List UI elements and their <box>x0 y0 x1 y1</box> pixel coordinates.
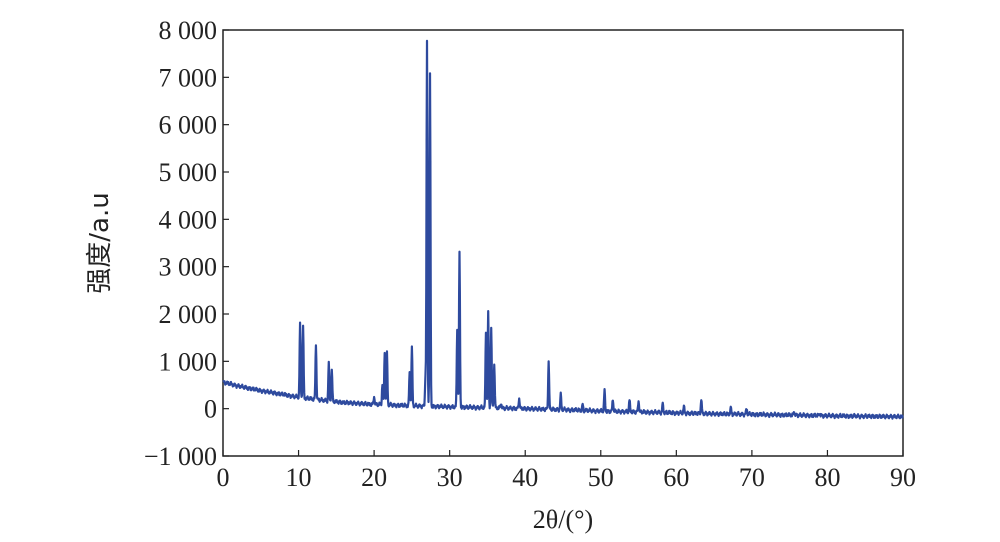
x-tick-labels: 0 10 20 30 40 50 60 70 80 90 <box>217 463 917 492</box>
y-tick-label: 1 000 <box>159 347 218 376</box>
y-tick-label: 6 000 <box>159 111 218 140</box>
x-tick-label: 40 <box>512 463 538 492</box>
y-axis-label: 强度/a.u <box>85 192 115 293</box>
y-tick-label: 5 000 <box>159 158 218 187</box>
y-tick-label: 8 000 <box>159 16 218 45</box>
x-tick-label: 50 <box>588 463 614 492</box>
x-tick-label: 80 <box>814 463 840 492</box>
y-tick-label: 0 <box>204 395 217 424</box>
y-tick-labels: −1 000 0 1 000 2 000 3 000 4 000 5 000 6 000 7 0… <box>144 16 217 471</box>
x-tick-label: 90 <box>890 463 916 492</box>
y-tick-label: 4 000 <box>159 205 218 234</box>
y-tick-label: 2 000 <box>159 300 218 329</box>
plot-frame <box>222 29 904 457</box>
xrd-pattern-line <box>222 39 904 420</box>
x-axis-label: 2θ/(°) <box>533 505 593 534</box>
x-tick-label: 30 <box>437 463 463 492</box>
x-tick-label: 0 <box>217 463 230 492</box>
y-tick-label: −1 000 <box>144 442 217 471</box>
x-tick-label: 70 <box>739 463 765 492</box>
x-tick-label: 20 <box>361 463 387 492</box>
y-tick-label: 3 000 <box>159 253 218 282</box>
ticks-group <box>222 29 904 457</box>
y-tick-label: 7 000 <box>159 63 218 92</box>
x-tick-label: 60 <box>663 463 689 492</box>
x-tick-label: 10 <box>286 463 312 492</box>
